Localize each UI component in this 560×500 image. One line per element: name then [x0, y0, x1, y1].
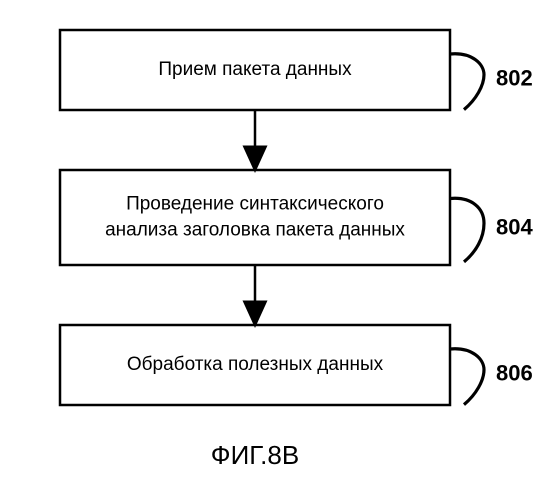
flow-step-text: Обработка полезных данных [127, 354, 384, 375]
flow-step-text: Проведение синтаксического [126, 194, 384, 215]
flowchart-figure: Прием пакета данных Проведение синтаксиче… [0, 0, 560, 500]
flow-step-text: анализа заголовка пакета данных [105, 219, 405, 240]
callout-line [450, 349, 484, 405]
step-ref-label: 802 [496, 65, 533, 90]
step-ref-label: 806 [496, 360, 533, 385]
figure-caption: ФИГ.8B [211, 440, 299, 470]
flow-step-box [60, 170, 450, 265]
flow-step-text: Прием пакета данных [158, 59, 352, 80]
step-ref-label: 804 [496, 215, 533, 240]
callout-line [450, 198, 484, 262]
callout-line [450, 54, 484, 110]
